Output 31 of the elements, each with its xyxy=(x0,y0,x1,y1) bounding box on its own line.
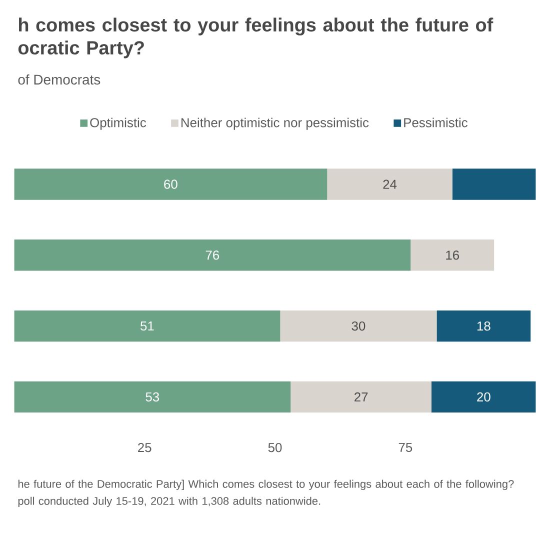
legend-label: Neither optimistic nor pessimistic xyxy=(181,118,369,130)
data-label: 30 xyxy=(352,321,366,331)
data-label: 76 xyxy=(206,250,220,260)
bar xyxy=(290,381,432,412)
text: he future of the Democratic Party] Which comes closest to your feelings about each of the following? xyxy=(18,480,514,490)
data-label: 27 xyxy=(354,392,368,402)
bar xyxy=(327,168,452,200)
data-label: 60 xyxy=(164,180,178,189)
data-label: 53 xyxy=(146,392,160,402)
bar xyxy=(14,381,291,412)
chart-title: h comes closest to your feelings about the future of ocratic Party? xyxy=(18,18,494,58)
bar xyxy=(410,240,494,271)
bar xyxy=(14,240,411,271)
text: poll conducted July 15-19, 2021 with 1,308 adults nationwide. xyxy=(18,496,320,508)
x-tick-label: 75 xyxy=(398,442,412,452)
bar xyxy=(436,310,531,342)
data-label: 51 xyxy=(140,322,154,331)
bar xyxy=(14,168,328,200)
bar xyxy=(452,168,536,200)
legend-label: Pessimistic xyxy=(404,118,468,128)
bar xyxy=(432,381,536,412)
x-tick-label: 25 xyxy=(138,442,152,452)
data-label: 20 xyxy=(477,392,490,402)
chart-subtitle: of Democrats xyxy=(18,74,100,85)
legend-label: Optimistic xyxy=(90,118,146,130)
bar xyxy=(280,310,437,342)
data-label: 18 xyxy=(477,321,490,331)
bar xyxy=(14,310,280,342)
x-tick-label: 50 xyxy=(268,442,282,452)
data-label: 24 xyxy=(383,180,397,189)
data-label: 16 xyxy=(446,250,460,260)
